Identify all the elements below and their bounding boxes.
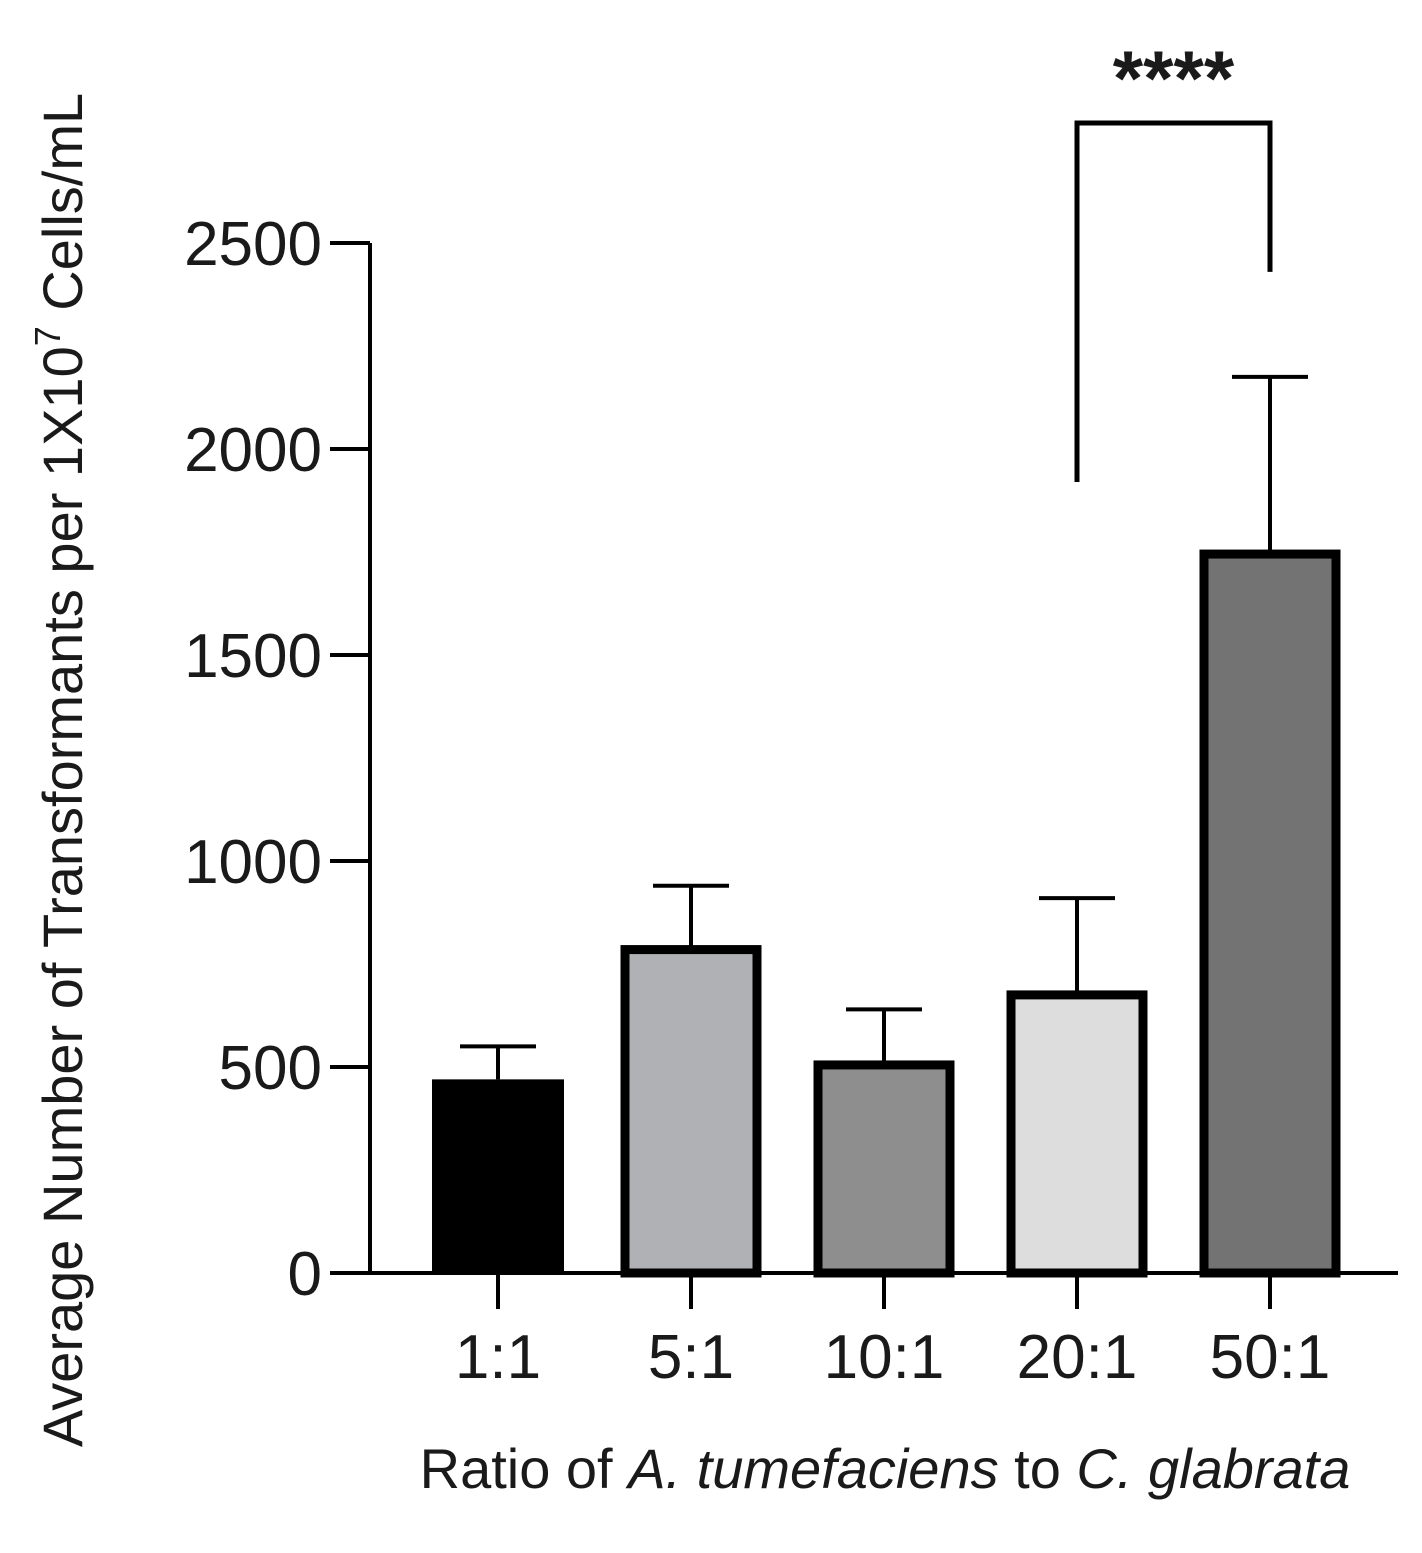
y-tick-label-1500: 1500 <box>184 622 322 691</box>
x-tick-label-1-1: 1:1 <box>455 1323 541 1392</box>
significance-label: **** <box>1113 34 1235 122</box>
bar-5-1 <box>620 945 762 1278</box>
bar-1-1 <box>432 1079 564 1273</box>
error-bars-group <box>460 374 1308 1080</box>
significance-bracket: **** <box>1074 34 1273 482</box>
y-axis-title-superscript: 7 <box>27 326 68 346</box>
x-axis: 1:1 5:1 10:1 20:1 50:1 <box>330 1271 1398 1392</box>
x-tick-label-5-1: 5:1 <box>648 1323 734 1392</box>
y-tick-label-2500: 2500 <box>184 210 322 279</box>
bar-20-1 <box>1006 990 1148 1278</box>
y-axis: 0 500 1000 1500 2000 2500 <box>184 210 372 1309</box>
y-tick-label-2000: 2000 <box>184 416 322 485</box>
y-tick-label-1000: 1000 <box>184 828 322 897</box>
y-axis-title: Average Number of Transformants per 1X10… <box>27 93 94 1447</box>
y-tick-label-500: 500 <box>219 1034 322 1103</box>
bar-50-1 <box>1199 549 1341 1278</box>
bars-group <box>432 549 1341 1278</box>
y-tick-label-0: 0 <box>288 1240 322 1309</box>
bar-10-1 <box>813 1060 955 1278</box>
x-tick-label-50-1: 50:1 <box>1210 1323 1331 1392</box>
x-tick-label-20-1: 20:1 <box>1017 1323 1138 1392</box>
x-tick-label-10-1: 10:1 <box>824 1323 945 1392</box>
significance-bracket-line <box>1074 120 1273 482</box>
x-axis-title: Ratio of A. tumefaciens to C. glabrata <box>420 1437 1351 1500</box>
